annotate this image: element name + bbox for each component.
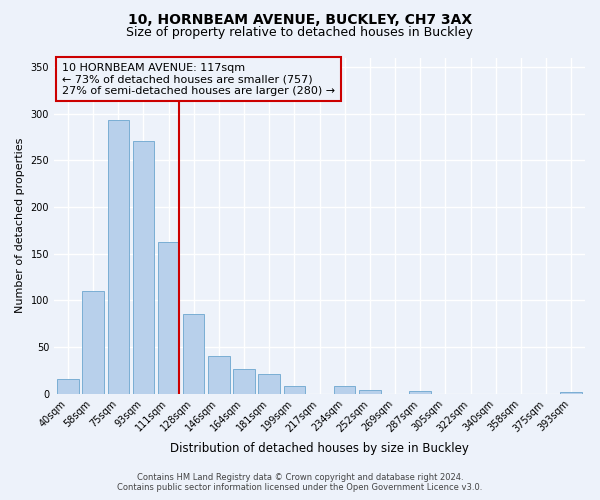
Bar xyxy=(158,242,179,394)
Bar xyxy=(57,379,79,394)
Bar xyxy=(183,314,205,394)
Bar xyxy=(334,386,355,394)
Text: 10, HORNBEAM AVENUE, BUCKLEY, CH7 3AX: 10, HORNBEAM AVENUE, BUCKLEY, CH7 3AX xyxy=(128,12,472,26)
Bar xyxy=(133,140,154,394)
Bar xyxy=(107,120,129,394)
Text: Contains HM Land Registry data © Crown copyright and database right 2024.
Contai: Contains HM Land Registry data © Crown c… xyxy=(118,473,482,492)
Bar xyxy=(284,386,305,394)
Text: 10 HORNBEAM AVENUE: 117sqm
← 73% of detached houses are smaller (757)
27% of sem: 10 HORNBEAM AVENUE: 117sqm ← 73% of deta… xyxy=(62,62,335,96)
Bar xyxy=(259,374,280,394)
Bar xyxy=(560,392,582,394)
Text: Size of property relative to detached houses in Buckley: Size of property relative to detached ho… xyxy=(127,26,473,39)
Bar xyxy=(409,391,431,394)
X-axis label: Distribution of detached houses by size in Buckley: Distribution of detached houses by size … xyxy=(170,442,469,455)
Bar xyxy=(208,356,230,394)
Bar xyxy=(233,368,255,394)
Bar xyxy=(359,390,380,394)
Bar xyxy=(82,291,104,394)
Y-axis label: Number of detached properties: Number of detached properties xyxy=(15,138,25,314)
